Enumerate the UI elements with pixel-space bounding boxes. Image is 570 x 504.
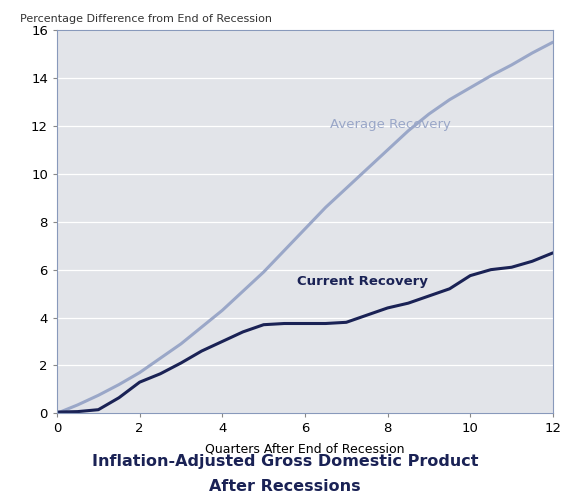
Text: Current Recovery: Current Recovery [296, 275, 428, 288]
Text: Average Recovery: Average Recovery [329, 118, 451, 132]
Text: Inflation-Adjusted Gross Domestic Product: Inflation-Adjusted Gross Domestic Produc… [92, 454, 478, 469]
Text: Percentage Difference from End of Recession: Percentage Difference from End of Recess… [20, 15, 272, 25]
X-axis label: Quarters After End of Recession: Quarters After End of Recession [205, 442, 405, 455]
Text: After Recessions: After Recessions [209, 479, 361, 494]
